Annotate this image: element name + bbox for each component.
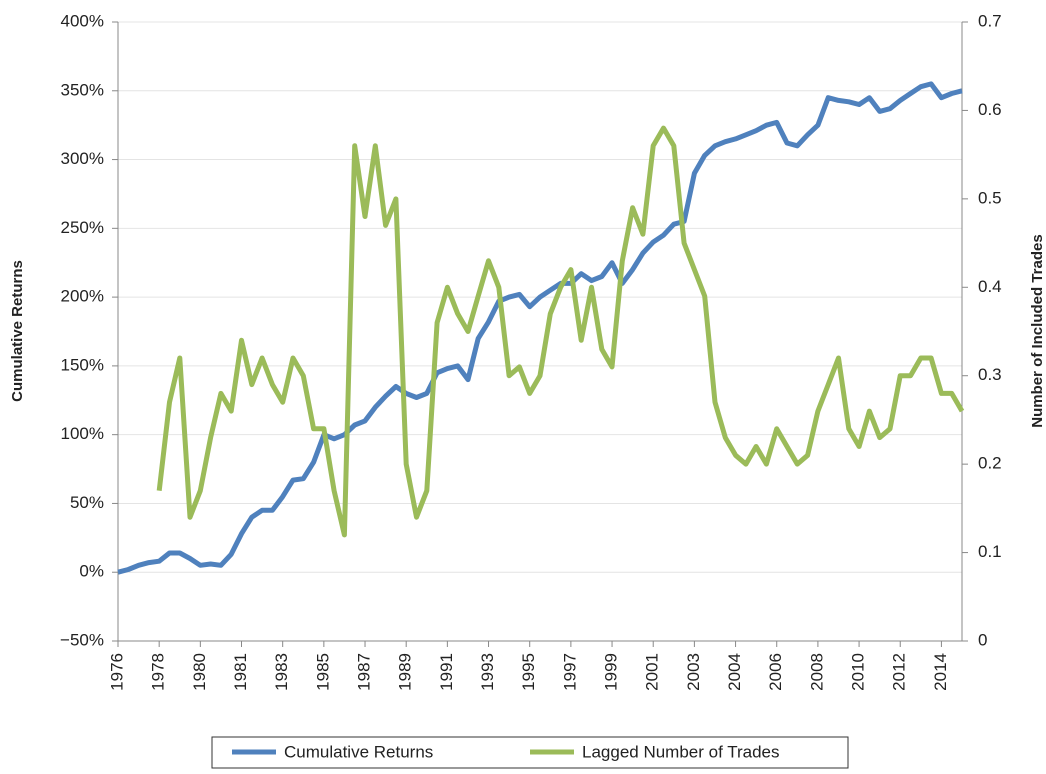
y-tick-label: −50%	[60, 630, 104, 649]
y-tick-label: 200%	[61, 287, 104, 306]
x-tick-label: 2012	[890, 653, 909, 691]
x-tick-label: 1993	[478, 653, 497, 691]
y2-tick-label: 0.4	[978, 277, 1002, 296]
x-tick-label: 1997	[560, 653, 579, 691]
x-tick-label: 1985	[313, 653, 332, 691]
x-tick-label: 1976	[107, 653, 126, 691]
series-line	[117, 81, 963, 575]
y-tick-label: 350%	[61, 80, 104, 99]
y2-tick-label: 0.6	[978, 100, 1002, 119]
x-tick-label: 2001	[643, 653, 662, 691]
y2-tick-label: 0.7	[978, 11, 1002, 30]
y-tick-label: 50%	[70, 493, 104, 512]
x-tick-label: 1995	[519, 653, 538, 691]
x-tick-label: 1987	[355, 653, 374, 691]
x-tick-label: 2004	[725, 653, 744, 691]
x-tick-label: 2006	[766, 653, 785, 691]
x-tick-label: 2008	[807, 653, 826, 691]
x-tick-label: 1980	[190, 653, 209, 691]
y-axis-title: Cumulative Returns	[9, 260, 26, 402]
y-tick-label: 300%	[61, 149, 104, 168]
x-tick-label: 2014	[931, 653, 950, 691]
series-line	[156, 125, 965, 538]
y-tick-label: 250%	[61, 218, 104, 237]
x-tick-label: 2010	[849, 653, 868, 691]
y2-tick-label: 0.2	[978, 454, 1002, 473]
y2-tick-label: 0.3	[978, 365, 1002, 384]
y2-tick-label: 0.1	[978, 542, 1002, 561]
x-tick-label: 1981	[231, 653, 250, 691]
x-tick-label: 1978	[149, 653, 168, 691]
y2-axis-title: Number of Included Trades	[1029, 234, 1046, 427]
legend-label: Lagged Number of Trades	[582, 742, 780, 761]
x-tick-label: 1983	[272, 653, 291, 691]
y-tick-label: 150%	[61, 355, 104, 374]
x-tick-label: 2003	[684, 653, 703, 691]
y-tick-label: 0%	[79, 562, 104, 581]
x-tick-label: 1999	[602, 653, 621, 691]
y2-tick-label: 0.5	[978, 188, 1002, 207]
legend-label: Cumulative Returns	[284, 742, 433, 761]
x-tick-label: 1991	[437, 653, 456, 691]
y-tick-label: 100%	[61, 424, 104, 443]
y2-tick-label: 0	[978, 630, 987, 649]
x-tick-label: 1989	[396, 653, 415, 691]
y-tick-label: 400%	[61, 11, 104, 30]
